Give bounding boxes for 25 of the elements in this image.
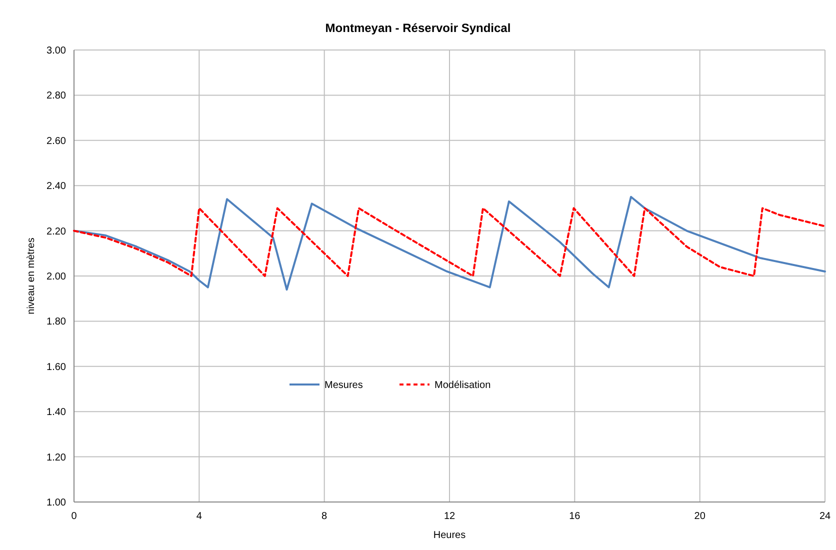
- line-series: [73, 207, 826, 277]
- chart-title: Montmeyan - Réservoir Syndical: [325, 21, 511, 35]
- y-tick-label: 2.00: [46, 272, 66, 282]
- y-tick-label: 2.80: [46, 90, 66, 102]
- x-tick-label: 4: [196, 511, 202, 522]
- y-tick-label: 1.60: [46, 362, 66, 373]
- y-axis-title: niveau en mètres: [26, 238, 37, 314]
- y-tick-label: 3.00: [46, 46, 66, 56]
- x-tick-label: 8: [322, 511, 328, 522]
- y-tick-label: 2.40: [46, 181, 66, 192]
- y-tick-label: 1.80: [46, 316, 66, 328]
- x-tick-label: 24: [819, 511, 831, 522]
- legend-label: Mesures: [324, 380, 363, 391]
- y-tick-label: 1.20: [46, 452, 66, 464]
- legend-label: Modélisation: [434, 380, 491, 391]
- x-tick-label: 16: [569, 511, 581, 522]
- x-tick-label: 12: [444, 511, 456, 522]
- y-tick-label: 1.40: [46, 407, 66, 418]
- x-tick-label: 0: [71, 511, 78, 522]
- x-tick-label: 20: [694, 511, 706, 522]
- line-series: [73, 196, 826, 291]
- y-tick-label: 2.60: [46, 136, 66, 147]
- y-tick-label: 2.20: [46, 226, 66, 238]
- y-tick-label: 1.00: [46, 498, 66, 508]
- x-axis-title: Heures: [433, 530, 466, 541]
